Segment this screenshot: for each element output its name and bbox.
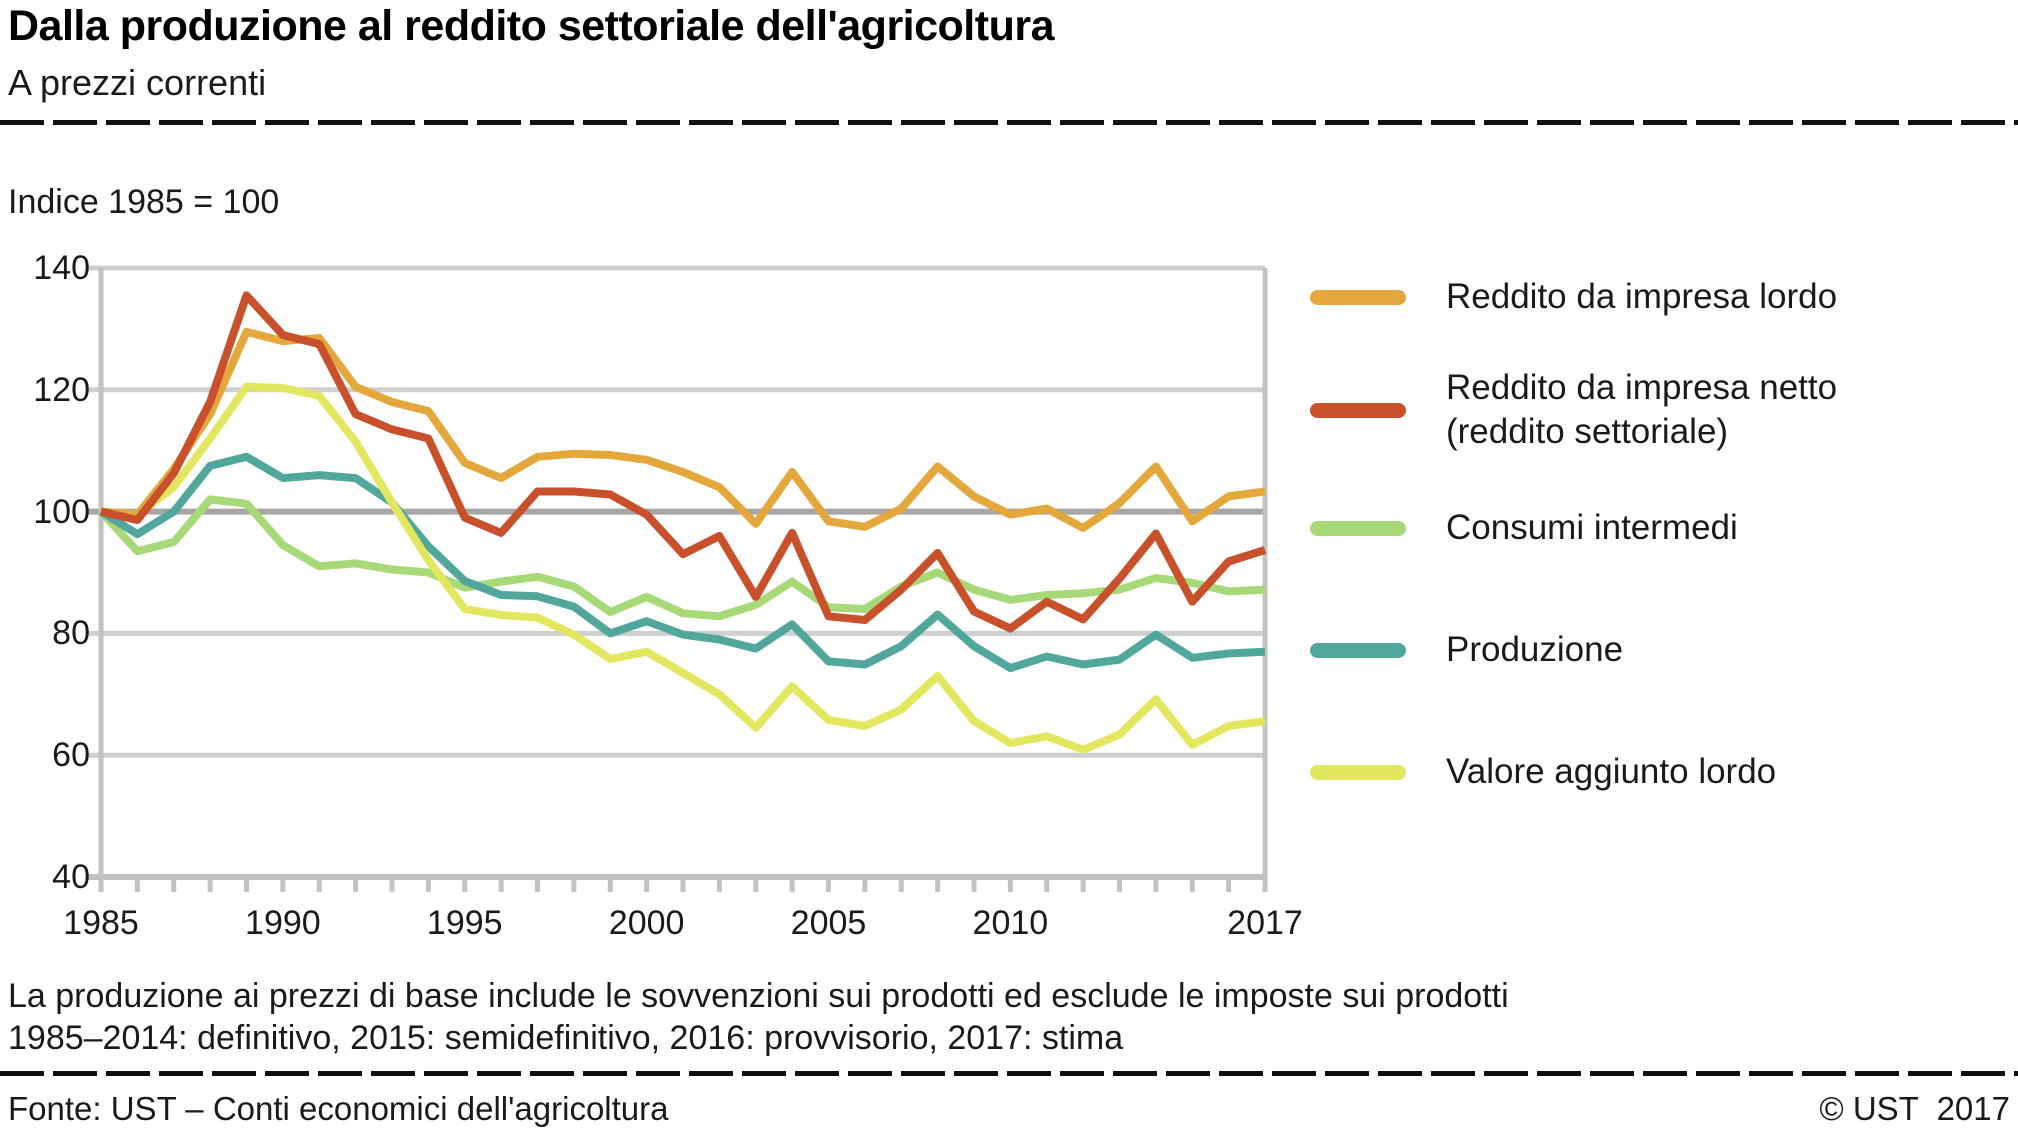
legend-item-consumi-intermedi: Consumi intermedi [1310,506,1738,550]
footnote-line-2: 1985–2014: definitivo, 2015: semidefinit… [8,1019,1124,1057]
top-divider [0,120,2018,125]
legend-swatch-icon [1310,289,1406,305]
y-axis-label-120: 120 [33,370,90,409]
legend-item-produzione: Produzione [1310,628,1623,672]
x-axis-label-2000: 2000 [608,904,685,942]
legend-label: Produzione [1446,630,1624,669]
legend-label: Valore aggiunto lordo [1446,752,1777,791]
series-line-valore-aggiunto-lordo [100,382,1266,754]
series-line-reddito-da-impresa-lordo [100,327,1266,532]
legend-swatch-icon [1310,402,1406,418]
legend-swatch-icon [1310,764,1406,780]
source-text: Fonte: UST – Conti economici dell'agrico… [8,1090,669,1127]
page-title: Dalla produzione al reddito settoriale d… [8,2,1055,50]
legend-swatch-icon [1310,642,1406,658]
copyright-text: © UST 2017 [1819,1090,2010,1127]
series-line-reddito-da-impresa-netto-reddito-settoriale [100,291,1267,633]
x-axis-label-1995: 1995 [426,904,503,942]
page-subtitle: A prezzi correnti [8,62,267,103]
legend-swatch-icon [1310,520,1406,536]
x-axis-label-1985: 1985 [63,904,139,942]
y-axis-label-140: 140 [33,249,90,287]
x-axis-label-1990: 1990 [245,904,321,942]
y-axis-title: Indice 1985 = 100 [8,183,280,221]
legend-item-reddito-da-impresa-netto-reddito-settoriale: Reddito da impresa netto (reddito settori… [1310,366,1837,454]
legend-label: Consumi intermedi [1446,508,1738,547]
x-axis-label-2017: 2017 [1227,904,1303,942]
legend-label: Reddito da impresa netto (reddito settori… [1446,368,1838,451]
legend-label: Reddito da impresa lordo [1446,277,1838,316]
y-axis-label-40: 40 [52,858,90,896]
series-line-produzione [98,452,1266,673]
y-axis-label-60: 60 [52,736,90,775]
x-axis-label-2010: 2010 [972,904,1049,942]
legend-item-reddito-da-impresa-lordo: Reddito da impresa lordo [1310,275,1837,319]
series-line-consumi-intermedi [98,495,1266,621]
footnote-line-1: La produzione ai prezzi di base include … [8,977,1509,1015]
line-chart [88,265,1268,892]
bottom-divider [0,1071,2018,1076]
y-axis-label-80: 80 [52,614,90,653]
x-axis-label-2005: 2005 [790,904,867,942]
legend-item-valore-aggiunto-lordo: Valore aggiunto lordo [1310,750,1776,794]
y-axis-label-100: 100 [33,492,90,531]
